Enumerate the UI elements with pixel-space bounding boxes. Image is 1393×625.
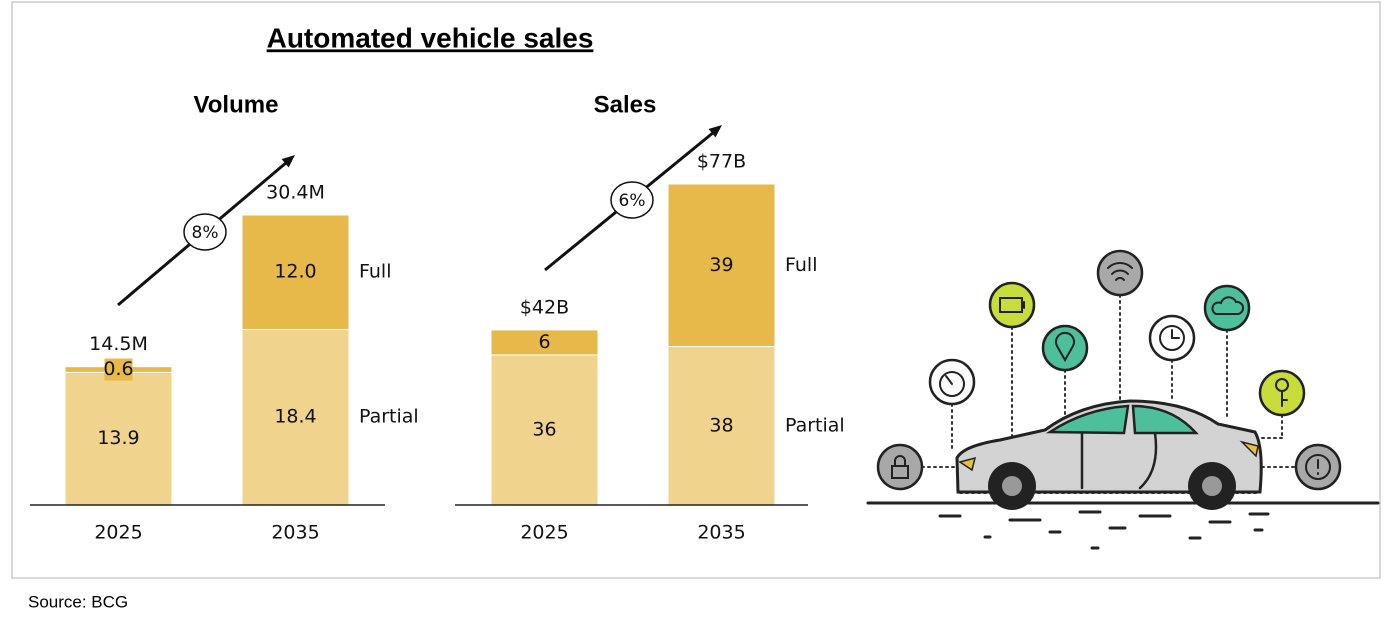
x-tick-label: 2035 xyxy=(271,522,319,544)
source: Source: BCG xyxy=(28,592,128,611)
x-tick-label: 2025 xyxy=(94,522,142,544)
data-label: 12.0 xyxy=(274,261,316,283)
data-label: 38 xyxy=(709,414,733,436)
data-label: 6 xyxy=(538,331,550,353)
total-label: 14.5M xyxy=(89,333,148,355)
total-label: $42B xyxy=(520,296,569,318)
bar-segment xyxy=(667,183,776,348)
legend-label: Partial xyxy=(359,406,419,428)
illustration-path xyxy=(1107,262,1133,281)
illustration-rect xyxy=(891,465,909,479)
growth-label: 6% xyxy=(619,191,646,211)
bar-segment xyxy=(241,328,350,506)
bar-segment xyxy=(241,214,350,330)
illustration-circle xyxy=(1002,476,1022,496)
chart-title: Sales xyxy=(594,91,657,118)
illustration-circle xyxy=(1305,454,1331,480)
growth-circle xyxy=(610,181,654,219)
illustration-circle xyxy=(939,371,965,397)
illustration-path xyxy=(1211,296,1245,315)
data-label: 36 xyxy=(532,418,556,440)
illustration-line xyxy=(945,375,953,385)
total-label: $77B xyxy=(697,151,746,173)
bar-segment xyxy=(490,354,599,506)
page-title: Automated vehicle sales xyxy=(267,22,594,53)
x-tick-label: 2035 xyxy=(697,522,745,544)
label-bg xyxy=(104,358,133,381)
legend-label: Full xyxy=(359,261,392,283)
illustration-path xyxy=(1131,404,1199,435)
illustration-path xyxy=(1281,390,1288,407)
illustration-path xyxy=(1055,331,1075,363)
bar-segment xyxy=(667,346,776,506)
illustration-rect xyxy=(999,297,1023,313)
growth-circle xyxy=(183,213,227,251)
illustration-circle xyxy=(1159,325,1185,351)
illustration-path xyxy=(1045,404,1130,435)
illustration-g xyxy=(938,510,1270,550)
legend-label: Partial xyxy=(785,414,845,436)
illustration-circle xyxy=(1202,476,1222,496)
illustration-path xyxy=(1080,431,1158,490)
illustration-circle xyxy=(988,281,1036,329)
total-label: 30.4M xyxy=(266,182,325,204)
data-label: 18.4 xyxy=(274,406,316,428)
illustration-circle xyxy=(1041,324,1089,372)
illustration-path xyxy=(894,455,906,467)
data-label: 0.6 xyxy=(103,358,133,380)
illustration-path xyxy=(1171,329,1180,339)
illustration-g xyxy=(891,262,1331,480)
x-tick-label: 2025 xyxy=(520,522,568,544)
illustration-path xyxy=(958,440,1259,472)
data-label: 13.9 xyxy=(97,427,139,449)
legend-label: Full xyxy=(785,254,818,276)
car-illustration xyxy=(866,249,1380,550)
arrow-head xyxy=(708,125,722,138)
chart-title: Volume xyxy=(194,91,279,118)
illustration-g xyxy=(876,249,1342,491)
illustration-circle xyxy=(1096,249,1144,297)
arrow-head xyxy=(281,155,295,168)
growth-label: 8% xyxy=(192,223,219,243)
data-label: 39 xyxy=(709,254,733,276)
illustration-circle xyxy=(928,358,976,406)
illustration-circle xyxy=(1203,284,1251,332)
label-bg xyxy=(530,331,559,354)
bar-segment xyxy=(64,371,173,506)
